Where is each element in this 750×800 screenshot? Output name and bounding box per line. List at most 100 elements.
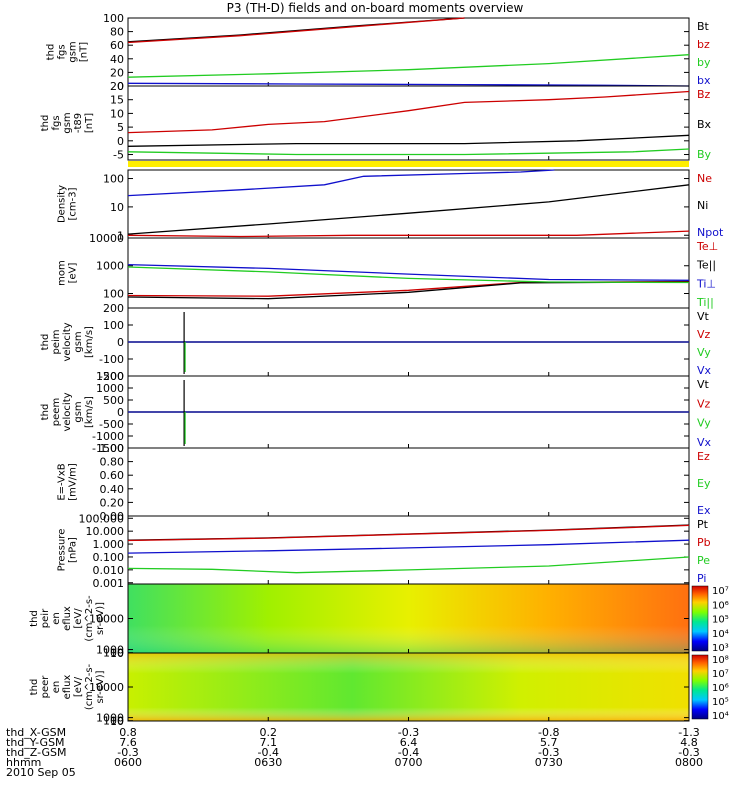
y-axis-label: [nPa] [68, 537, 79, 563]
y-tick-label: -500 [99, 418, 124, 431]
series-line-Pe [127, 556, 690, 574]
legend-label: Ti|| [696, 296, 714, 309]
y-tick-label: 40 [110, 53, 124, 66]
legend-label: Bz [697, 88, 711, 101]
y-tick-label: -100 [99, 353, 124, 366]
y-tick-label: -5 [113, 149, 124, 162]
legend-label: Vt [697, 310, 710, 323]
y-tick-label: 10 [110, 201, 124, 214]
legend-label: Vy [697, 346, 711, 359]
y-axis-label: gsm [73, 331, 84, 352]
footer-row-value: -0.4 [257, 746, 279, 759]
y-axis-label: thd [40, 404, 51, 421]
y-axis-label: gsm [62, 112, 73, 133]
footer-row-value: 7.1 [259, 736, 278, 749]
series-line-Bz [127, 90, 690, 134]
colorbar-peer-spectrogram [691, 654, 709, 720]
y-tick-label: 0.00 [100, 510, 125, 523]
footer-row-value: -0.3 [397, 726, 420, 739]
legend-label: Bt [697, 20, 710, 33]
y-axis-label: (cm^2-s- [84, 663, 95, 710]
y-axis-label: en [51, 681, 62, 694]
footer-row-value: -0.3 [678, 746, 700, 759]
y-tick-label: 1.000 [93, 538, 125, 551]
colorbar-peir-spectrogram [691, 585, 709, 652]
y-axis-label: eflux [62, 675, 73, 700]
series-line-Ni [127, 184, 690, 235]
y-tick-label: 1000 [96, 260, 124, 273]
y-tick-label: 10000 [89, 613, 124, 626]
y-axis-label: [eV/ [73, 608, 84, 629]
footer-row-value: 0600 [114, 756, 142, 769]
footer-row-label: hhmm [6, 756, 42, 769]
y-tick-label: 1000 [96, 382, 124, 395]
y-axis-label: peem [51, 398, 62, 426]
y-axis-label: gsm [68, 41, 79, 62]
series-line-Pi [127, 539, 690, 554]
footer-row-value: 4.8 [680, 736, 698, 749]
legend-label: Ti⊥ [696, 277, 716, 290]
footer-row-value: -0.4 [397, 746, 420, 759]
legend-label: Ey [697, 477, 711, 490]
legend-label: Te⊥ [696, 240, 718, 253]
legend-label: Ex [697, 504, 711, 517]
series-line-By [127, 148, 690, 156]
y-tick-label: 1000 [96, 712, 124, 725]
series-line-Pt [127, 524, 690, 541]
orbit-footer: thd_X-GSM 0.8 0.2 -0.3 -0.8 -1.3 thd_Y-GSM 7.6 7… [0, 727, 750, 800]
series-line-by [127, 54, 690, 78]
y-axis-label: fgs [51, 115, 62, 130]
y-tick-label: 1 [117, 229, 124, 242]
y-tick-label: 5 [117, 121, 124, 134]
y-axis-label: [eV] [68, 263, 79, 284]
y-tick-label: 0.20 [100, 496, 125, 509]
y-axis-label: [eV/ [73, 676, 84, 697]
series-line-Te⊥ [127, 280, 690, 297]
y-tick-label: 10 [110, 715, 124, 727]
legend-label: bz [697, 38, 710, 51]
y-axis-label: [km/s] [84, 326, 95, 358]
legend-label: Pe [697, 554, 710, 567]
y-tick-label: 0 [117, 406, 124, 419]
series-line-Ne [127, 230, 690, 238]
y-tick-label: 20 [110, 80, 124, 93]
colorbar-tick-label: 10³ [712, 643, 729, 654]
y-tick-label: 0 [117, 336, 124, 349]
separator-bar [128, 161, 689, 167]
series-line-Npot [127, 169, 555, 197]
y-tick-label: 0.100 [93, 551, 125, 564]
y-tick-label: 500 [103, 394, 124, 407]
legend-label: Vy [697, 417, 711, 430]
y-tick-label: -200 [99, 370, 124, 383]
colorbar-tick-label: 10⁶ [712, 600, 729, 611]
y-axis-label: velocity [62, 322, 73, 361]
y-tick-label: -1500 [92, 442, 124, 455]
y-tick-label: 1500 [96, 370, 124, 383]
legend-label: by [697, 56, 711, 69]
y-axis-label: sr-eV)] [95, 670, 106, 703]
y-axis-label: [nT] [84, 113, 95, 133]
y-tick-label: 10 [110, 647, 124, 660]
legend-label: Vx [697, 364, 712, 377]
y-axis-label: thd [40, 115, 51, 132]
legend-label: Ez [697, 450, 710, 463]
legend-label: Te|| [696, 259, 716, 272]
y-tick-label: 0.001 [93, 577, 125, 590]
legend-label: Pb [697, 536, 711, 549]
y-tick-label: 0 [117, 135, 124, 148]
plot-title: P3 (TH-D) fields and on-board moments ov… [226, 1, 524, 15]
legend-label: Vt [697, 378, 710, 391]
y-tick-label: 80 [110, 26, 124, 39]
y-axis-label: E=-VxB [57, 463, 68, 500]
y-axis-label: peer [40, 675, 51, 699]
y-tick-label: 60 [110, 39, 124, 52]
y-tick-label: 100 [103, 173, 124, 186]
legend-label: Vx [697, 436, 712, 449]
y-axis-label: -t89 [73, 113, 84, 133]
y-tick-label: 10 [110, 107, 124, 120]
series-line-bz [127, 17, 465, 44]
footer-row-value: 0.2 [259, 726, 278, 739]
legend-label: Ne [697, 172, 712, 185]
legend-label: Pi [697, 572, 706, 585]
